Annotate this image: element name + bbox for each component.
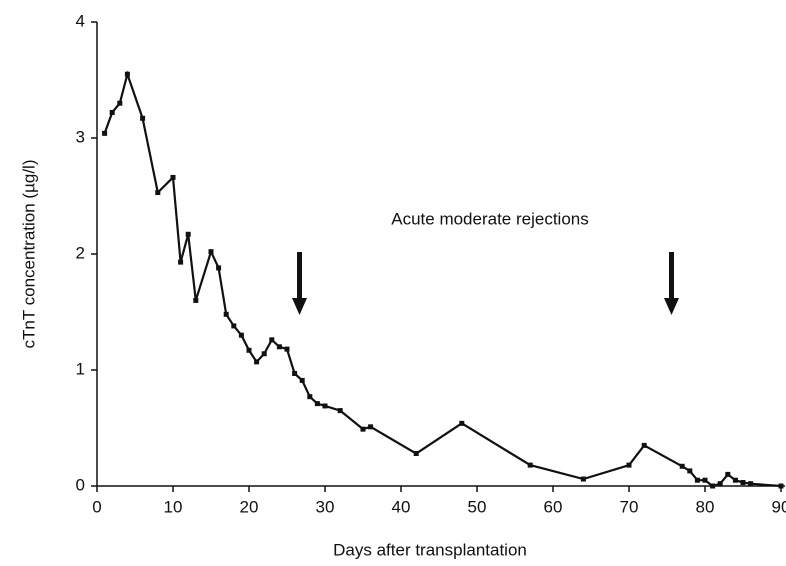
point — [694, 477, 700, 483]
point — [193, 297, 199, 303]
y-tick-label: 0 — [76, 475, 85, 494]
x-tick-label: 70 — [620, 497, 639, 516]
point — [292, 370, 298, 376]
point — [208, 249, 214, 255]
point — [778, 483, 784, 489]
point — [140, 115, 146, 121]
y-tick-label: 4 — [76, 11, 85, 30]
point — [299, 377, 305, 383]
point — [322, 403, 328, 409]
y-tick-label: 1 — [76, 359, 85, 378]
point — [185, 231, 191, 237]
point — [368, 424, 374, 430]
x-tick-label: 40 — [392, 497, 411, 516]
point — [710, 483, 716, 489]
point — [261, 351, 267, 357]
point — [216, 265, 222, 271]
point — [246, 347, 252, 353]
point — [254, 359, 260, 365]
point — [314, 401, 320, 407]
point — [748, 481, 754, 487]
point — [238, 332, 244, 338]
point — [155, 190, 161, 196]
point — [527, 462, 533, 468]
point — [626, 462, 632, 468]
point — [231, 323, 237, 329]
point — [580, 476, 586, 482]
point — [413, 451, 419, 457]
y-axis-label: cTnT concentration (µg/l) — [19, 159, 38, 348]
arrow — [664, 252, 679, 315]
point — [109, 109, 115, 115]
x-axis-label: Days after transplantation — [333, 540, 527, 559]
point — [276, 344, 282, 350]
point — [269, 337, 275, 343]
point — [102, 130, 108, 136]
point — [740, 480, 746, 486]
arrow — [292, 252, 307, 315]
point — [725, 471, 731, 477]
point — [337, 408, 343, 414]
annotation: Acute moderate rejections — [391, 209, 589, 228]
x-tick-label: 60 — [544, 497, 563, 516]
x-tick-label: 0 — [92, 497, 101, 516]
line — [103, 70, 782, 488]
x-tick-label: 80 — [696, 497, 715, 516]
point — [732, 477, 738, 483]
point — [687, 468, 693, 474]
point — [459, 420, 465, 426]
point — [679, 463, 685, 469]
point — [117, 100, 123, 106]
x-tick-label: 50 — [468, 497, 487, 516]
y-tick-label: 3 — [76, 127, 85, 146]
point — [170, 174, 176, 180]
point — [360, 426, 366, 432]
point — [641, 442, 647, 448]
point — [717, 481, 723, 487]
point — [124, 71, 130, 77]
point — [307, 394, 313, 400]
point — [178, 259, 184, 265]
x-tick-label: 20 — [240, 497, 259, 516]
x-tick-label: 10 — [164, 497, 183, 516]
x-tick-label: 90 — [772, 497, 786, 516]
x-tick-label: 30 — [316, 497, 335, 516]
y-tick-label: 2 — [76, 243, 85, 262]
point — [284, 346, 290, 352]
point — [223, 311, 229, 317]
point — [702, 477, 708, 483]
